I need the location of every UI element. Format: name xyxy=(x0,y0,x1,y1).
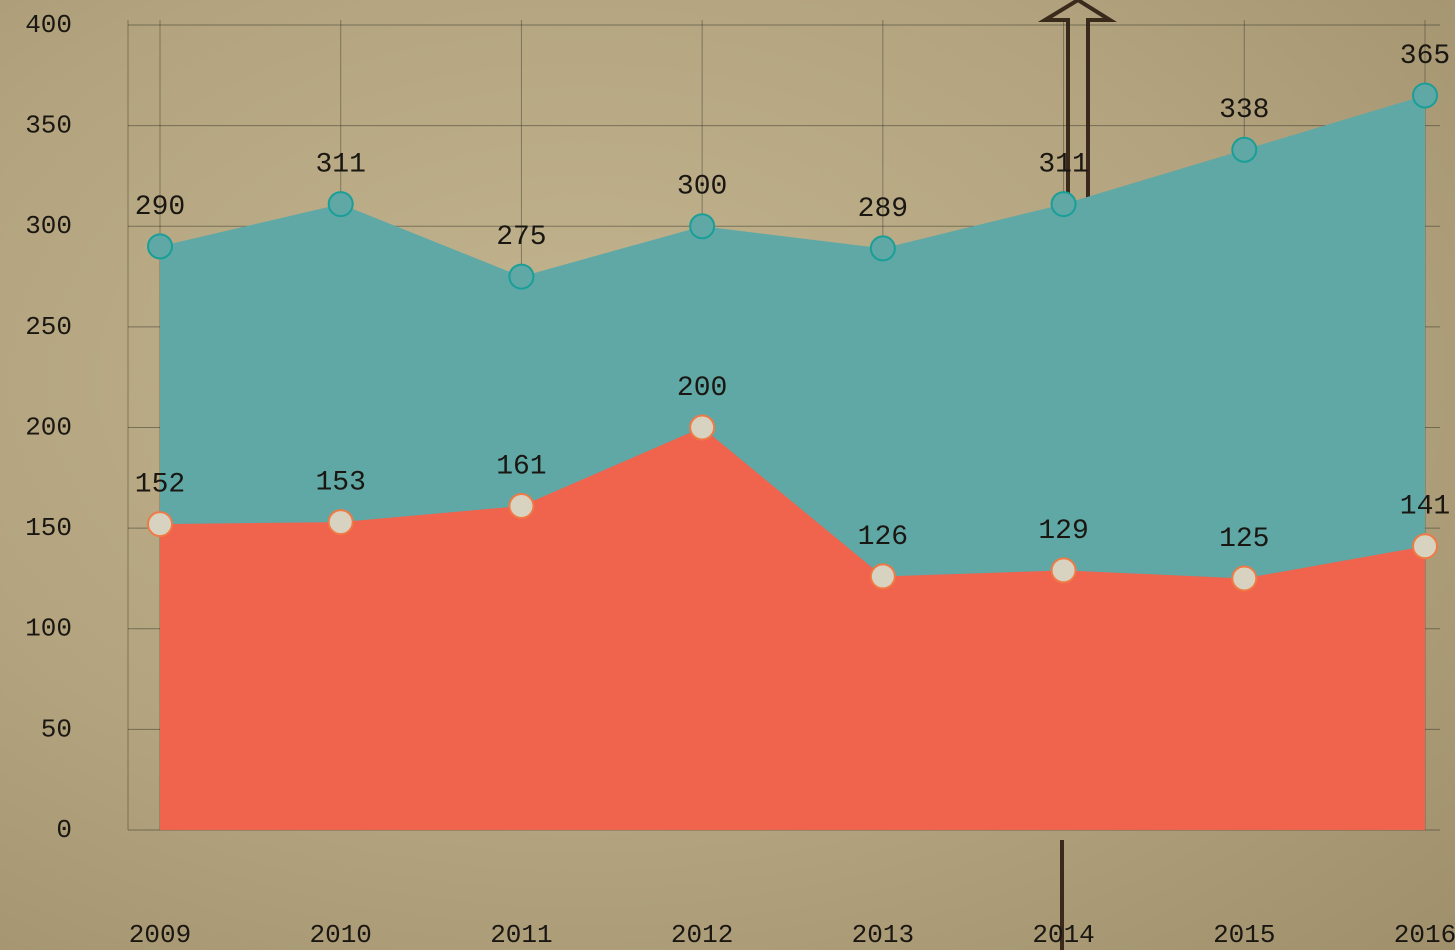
data-label: 153 xyxy=(316,467,366,498)
x-tick-label: 2014 xyxy=(1032,920,1094,950)
x-tick-label: 2016 xyxy=(1394,920,1455,950)
y-tick-label: 50 xyxy=(41,714,72,744)
data-label: 311 xyxy=(1038,150,1088,181)
point xyxy=(148,234,172,258)
x-tick-label: 2013 xyxy=(852,920,914,950)
y-tick-label: 150 xyxy=(25,513,72,543)
data-label: 200 xyxy=(677,373,727,404)
data-label: 161 xyxy=(496,451,546,482)
point xyxy=(148,512,172,536)
point xyxy=(329,192,353,216)
y-tick-label: 300 xyxy=(25,211,72,241)
point xyxy=(509,265,533,289)
point xyxy=(690,416,714,440)
data-label: 300 xyxy=(677,172,727,203)
x-tick-label: 2015 xyxy=(1213,920,1275,950)
data-label: 290 xyxy=(135,192,185,223)
point xyxy=(1413,534,1437,558)
point xyxy=(1052,192,1076,216)
x-tick-label: 2010 xyxy=(310,920,372,950)
y-tick-label: 0 xyxy=(56,815,72,845)
point xyxy=(690,214,714,238)
point xyxy=(1413,83,1437,107)
data-label: 152 xyxy=(135,469,185,500)
data-label: 125 xyxy=(1219,524,1269,555)
data-label: 365 xyxy=(1400,41,1450,72)
y-tick-label: 350 xyxy=(25,111,72,141)
y-tick-label: 200 xyxy=(25,412,72,442)
data-label: 129 xyxy=(1038,516,1088,547)
x-tick-label: 2012 xyxy=(671,920,733,950)
x-tick-label: 2011 xyxy=(490,920,552,950)
data-label: 311 xyxy=(316,150,366,181)
point xyxy=(871,236,895,260)
x-tick-label: 2009 xyxy=(129,920,191,950)
point xyxy=(1232,138,1256,162)
data-label: 289 xyxy=(858,194,908,225)
data-label: 141 xyxy=(1400,492,1450,523)
y-tick-label: 250 xyxy=(25,312,72,342)
point xyxy=(871,564,895,588)
y-tick-label: 100 xyxy=(25,614,72,644)
point xyxy=(329,510,353,534)
data-label: 126 xyxy=(858,522,908,553)
y-tick-label: 400 xyxy=(25,10,72,40)
point xyxy=(1232,566,1256,590)
data-label: 275 xyxy=(496,222,546,253)
point xyxy=(1052,558,1076,582)
chart: 0 50 100 150 200 250 300 350 400 2009 2010 2011 2012… xyxy=(0,0,1455,950)
point xyxy=(509,494,533,518)
data-label: 338 xyxy=(1219,95,1269,126)
